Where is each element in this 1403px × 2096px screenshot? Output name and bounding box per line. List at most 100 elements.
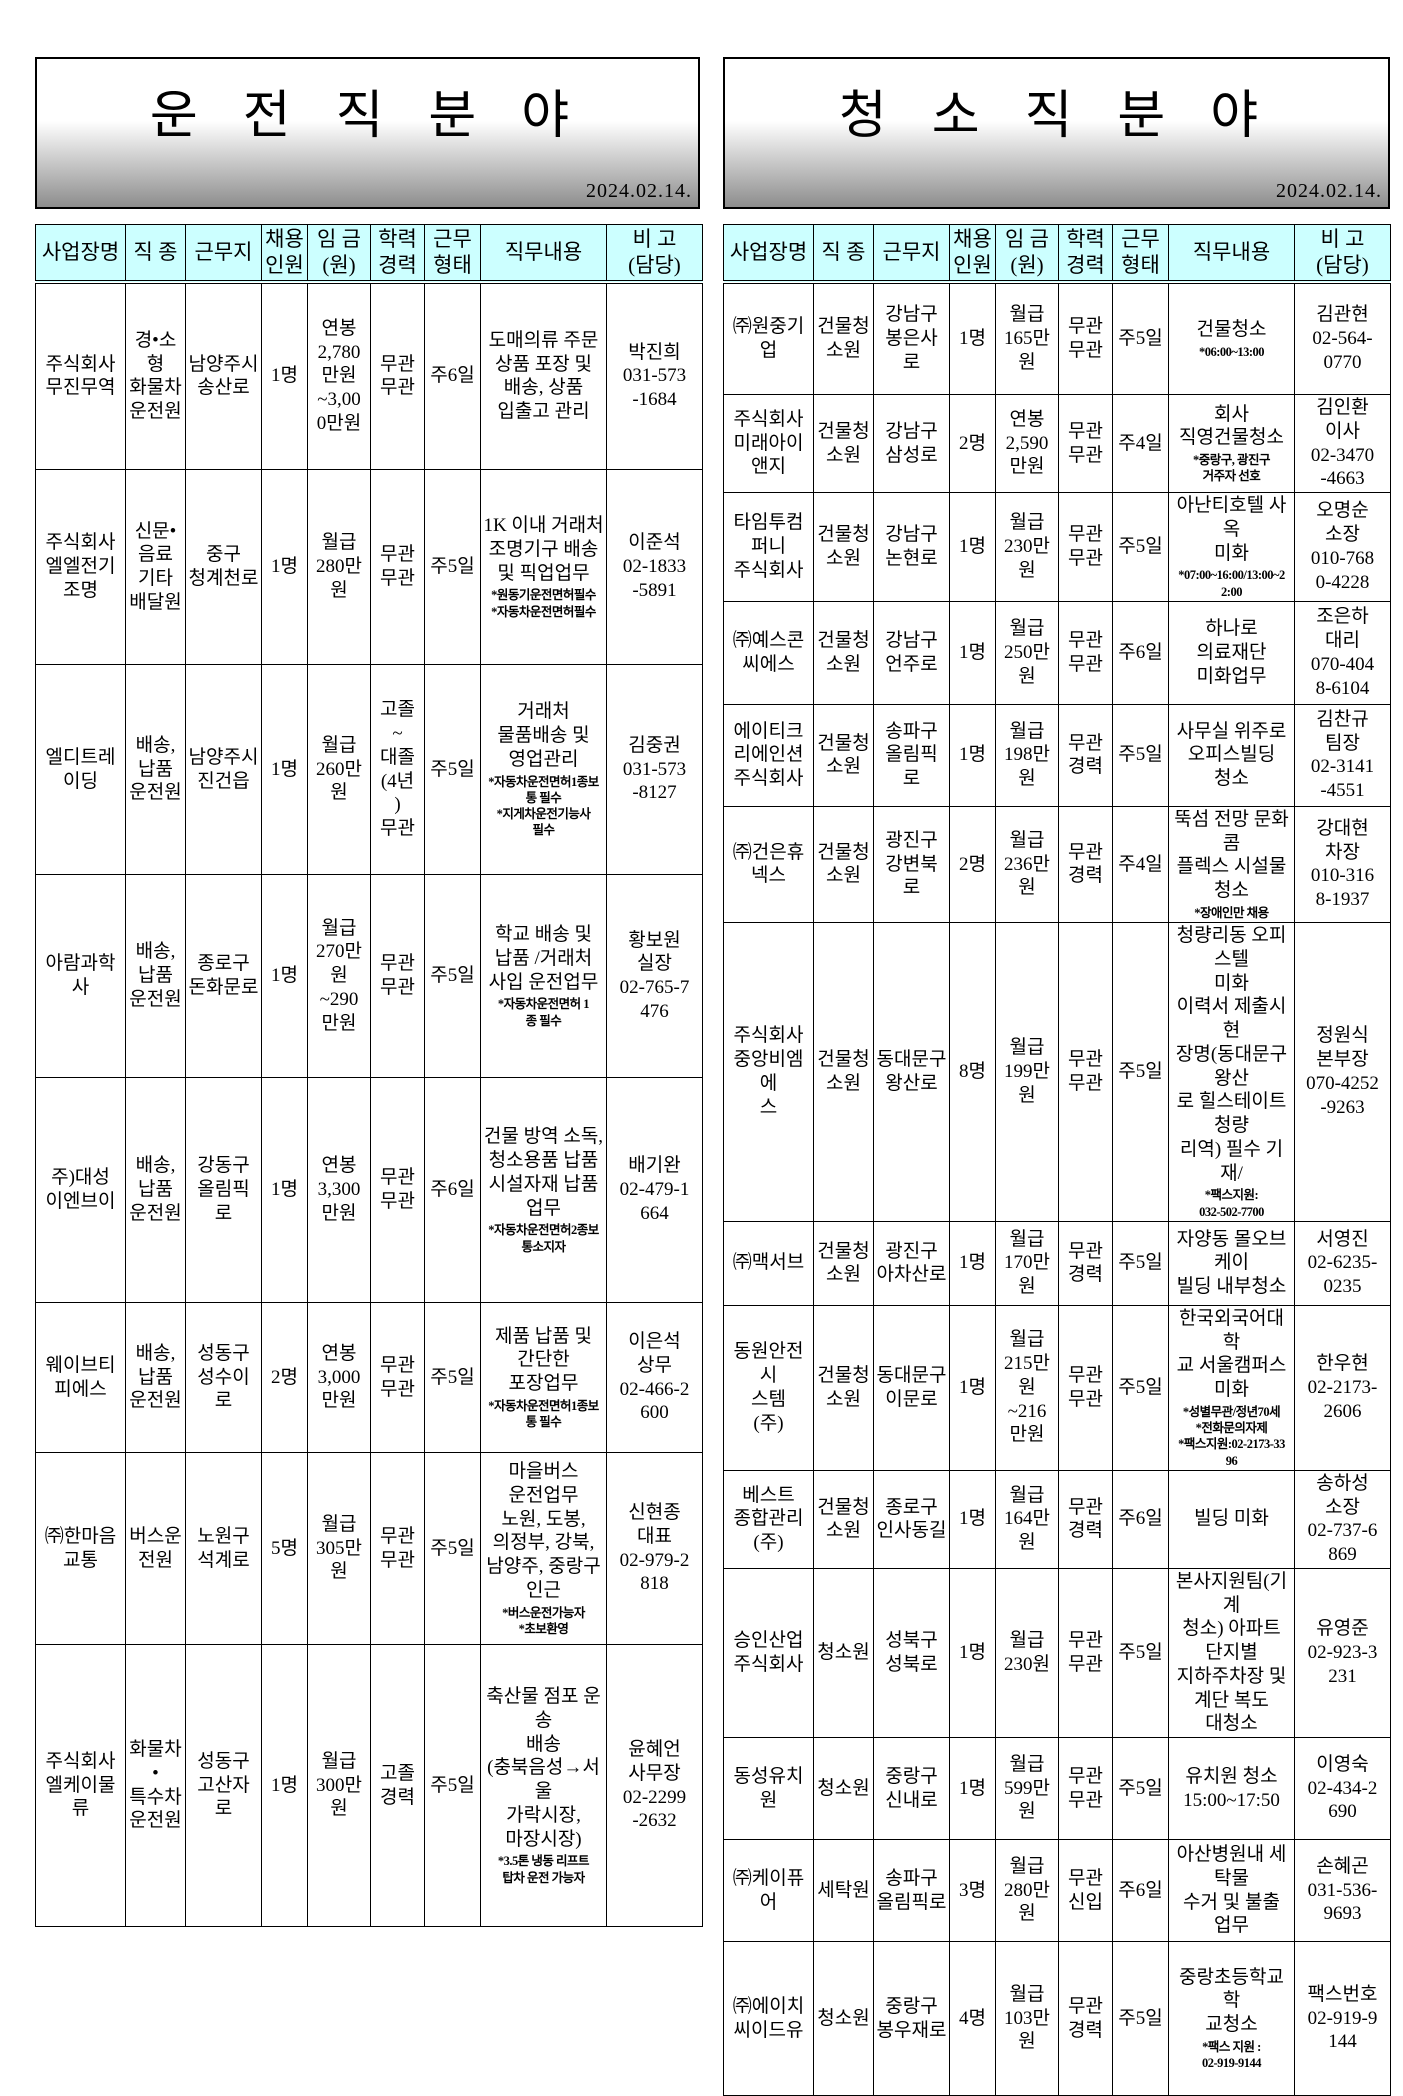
edu-cell: 무관 무관 [1058,281,1113,395]
header-work-type: 근무 형태 [424,224,481,284]
work-cell: 주5일 [424,1452,481,1645]
job-description-cell: 뚝섬 전망 문화콤 플렉스 시설물 청소 *장애인만 채용 [1168,805,1295,924]
job-description-text: 1K 이내 거래처 조명기구 배송 및 픽업업무 [483,515,604,584]
contact-cell: 박진희 031-573 -1684 [606,281,703,470]
work-cell: 주5일 [1112,492,1169,602]
salary-cell: 월급 215만 원 ~216 만원 [995,1304,1059,1471]
job-requirement-note: *자동차운전면허1종보 통 필수 *지게차운전기능사 필수 [488,774,599,838]
header-headcount: 채용 인원 [949,224,996,284]
salary-cell: 월급 260만 원 [307,664,371,875]
location-cell: 종로구 인사동길 [873,1469,950,1569]
cleaning-section-date: 2024.02.14. [1276,180,1382,202]
job-cell: 건물청 소원 [813,492,874,602]
salary-cell: 연봉 3,000 만원 [307,1302,371,1453]
job-row: 에이티크 리에인션 주식회사 건물청 소원 송파구 올림픽 로 1명 월급 198만 원… [723,703,1391,807]
count-cell: 5명 [261,1452,308,1645]
company-cell: ㈜케이퓨 어 [723,1839,814,1942]
job-row: 동성유치원 청소원 중랑구 신내로 1명 월급 599만 원 무관 무관 주5일 유치원 청소… [723,1737,1391,1840]
header-company: 사업장명 [35,224,126,284]
driving-section-date: 2024.02.14. [586,180,692,202]
job-row: 승인산업 주식회사 청소원 성북구 성북로 1명 월급 230원 무관 무관 주5일 본사지원… [723,1567,1391,1739]
job-description-text: 아산병원내 세 탁물 수거 및 불출 업무 [1176,1844,1287,1937]
count-cell: 1명 [949,600,996,705]
job-row: 주식회사 엘엘전기 조명 신문• 음료 기타 배달원 중구 청계천로 1명 월급 280… [35,469,703,665]
company-cell: ㈜예스콘 씨에스 [723,600,814,705]
contact-cell: 강대현 차장 010-316 8-1937 [1294,805,1391,924]
job-description-text: 아난티호텔 사옥 미화 [1176,495,1287,564]
job-description-cell: 한국외국어대학 교 서울캠퍼스 미화 *성별무관/정년70세 *전화문의자제 *팩… [1168,1304,1295,1471]
company-cell: 주식회사 중앙비엠에 스 [723,922,814,1222]
edu-cell: 고졸 ~ 대졸 (4년 ) 무관 [370,664,425,875]
job-cell: 신문• 음료 기타 배달원 [125,469,186,665]
job-description-cell: 건물 방역 소독, 청소용품 납품 시설자재 납품 업무 *자동차운전면허2종보 … [480,1077,607,1303]
job-requirement-note: *자동차운전면허2종보 통소지자 [488,1223,599,1254]
salary-cell: 연봉 3,300 만원 [307,1077,371,1303]
header-remarks: 비 고 (담당) [1294,224,1391,284]
contact-cell: 이영숙 02-434-2 690 [1294,1737,1391,1840]
company-cell: 주식회사 무진무역 [35,281,126,470]
job-description-cell: 제품 납품 및 간단한 포장업무 *자동차운전면허1종보 통 필수 [480,1302,607,1453]
job-description-cell: 거래처 물품배송 및 영업관리 *자동차운전면허1종보 통 필수 *지게차운전기능… [480,664,607,875]
count-cell: 1명 [949,1304,996,1471]
job-row: ㈜한마음 교통 버스운 전원 노원구 석계로 5명 월급 305만 원 무관 무관 주5일 마… [35,1452,703,1645]
salary-cell: 월급 165만 원 [995,281,1059,395]
count-cell: 2명 [949,805,996,924]
driving-title-box: 운 전 직 분 야 2024.02.14. [35,57,700,209]
job-row: 주식회사 무진무역 경•소 형 화물차 운전원 남양주시 송산로 1명 연봉 2,780… [35,281,703,470]
salary-cell: 월급 599만 원 [995,1737,1059,1840]
job-row: 아람과학 사 배송, 납품 운전원 종로구 돈화문로 1명 월급 270만 원 ~290… [35,874,703,1078]
job-requirement-note: *자동차운전면허 1 종 필수 [497,997,590,1028]
job-description-cell: 빌딩 미화 [1168,1469,1295,1569]
work-cell: 주6일 [424,281,481,470]
job-cell: 건물청 소원 [813,600,874,705]
header-job-type: 직 종 [125,224,186,284]
work-cell: 주5일 [1112,1304,1169,1471]
driving-header-row: 사업장명 직 종 근무지 채용 인원 임 금 (원) 학력 경력 근무 형태 직… [35,224,703,284]
contact-cell: 오명순 소장 010-768 0-4228 [1294,492,1391,602]
job-description-cell: 회사 직영건물청소 *중랑구, 광진구 거주자 선호 [1168,394,1295,493]
header-education: 학력 경력 [1058,224,1113,284]
company-cell: 동원안전시 스템 (주) [723,1304,814,1471]
location-cell: 강남구 논현로 [873,492,950,602]
work-cell: 주5일 [424,874,481,1078]
job-cell: 배송, 납품 운전원 [125,664,186,875]
salary-cell: 월급 164만 원 [995,1469,1059,1569]
location-cell: 강남구 봉은사 로 [873,281,950,395]
count-cell: 8명 [949,922,996,1222]
job-cell: 경•소 형 화물차 운전원 [125,281,186,470]
job-row: ㈜예스콘 씨에스 건물청 소원 강남구 언주로 1명 월급 250만 원 무관 무관 주6일… [723,600,1391,705]
work-cell: 주5일 [1112,703,1169,807]
count-cell: 1명 [949,1567,996,1739]
job-cell: 건물청 소원 [813,281,874,395]
header-job-description: 직무내용 [1168,224,1295,284]
count-cell: 1명 [261,1077,308,1303]
location-cell: 송파구 올림픽 로 [873,703,950,807]
job-description-text: 건물청소 [1196,318,1267,340]
job-description-text: 하나로 의료재단 미화업무 [1196,618,1267,687]
location-cell: 중랑구 신내로 [873,1737,950,1840]
edu-cell: 무관 무관 [370,1452,425,1645]
company-cell: 엘디트레 이딩 [35,664,126,875]
job-row: 베스트 종합관리 (주) 건물청 소원 종로구 인사동길 1명 월급 164만 원 무관 … [723,1469,1391,1569]
job-row: 타임투컴 퍼니 주식회사 건물청 소원 강남구 논현로 1명 월급 230만 원 무관 무… [723,492,1391,602]
cleaning-jobs-section: 청 소 직 분 야 2024.02.14. 사업장명 직 종 근무지 채용 인원… [723,57,1391,2096]
location-cell: 중구 청계천로 [185,469,262,665]
work-cell: 주6일 [1112,1469,1169,1569]
job-cell: 청소원 [813,1737,874,1840]
cleaning-header-row: 사업장명 직 종 근무지 채용 인원 임 금 (원) 학력 경력 근무 형태 직… [723,224,1391,284]
job-cell: 건물청 소원 [813,703,874,807]
location-cell: 성동구 고산자 로 [185,1644,262,1927]
contact-cell: 김찬규 팀장 02-3141 -4551 [1294,703,1391,807]
edu-cell: 무관 무관 [370,469,425,665]
cleaning-section-title: 청 소 직 분 야 [838,88,1275,145]
location-cell: 강동구 올림픽 로 [185,1077,262,1303]
job-requirement-note: *팩스 지원 : 02-919-9144 [1201,2039,1262,2071]
company-cell: 주식회사 미래아이 앤지 [723,394,814,493]
work-cell: 주5일 [424,1644,481,1927]
work-cell: 주6일 [424,1077,481,1303]
job-cell: 건물청 소원 [813,1220,874,1306]
salary-cell: 월급 198만 원 [995,703,1059,807]
company-cell: ㈜원중기 업 [723,281,814,395]
count-cell: 1명 [949,1737,996,1840]
job-description-cell: 유치원 청소 15:00~17:50 [1168,1737,1295,1840]
